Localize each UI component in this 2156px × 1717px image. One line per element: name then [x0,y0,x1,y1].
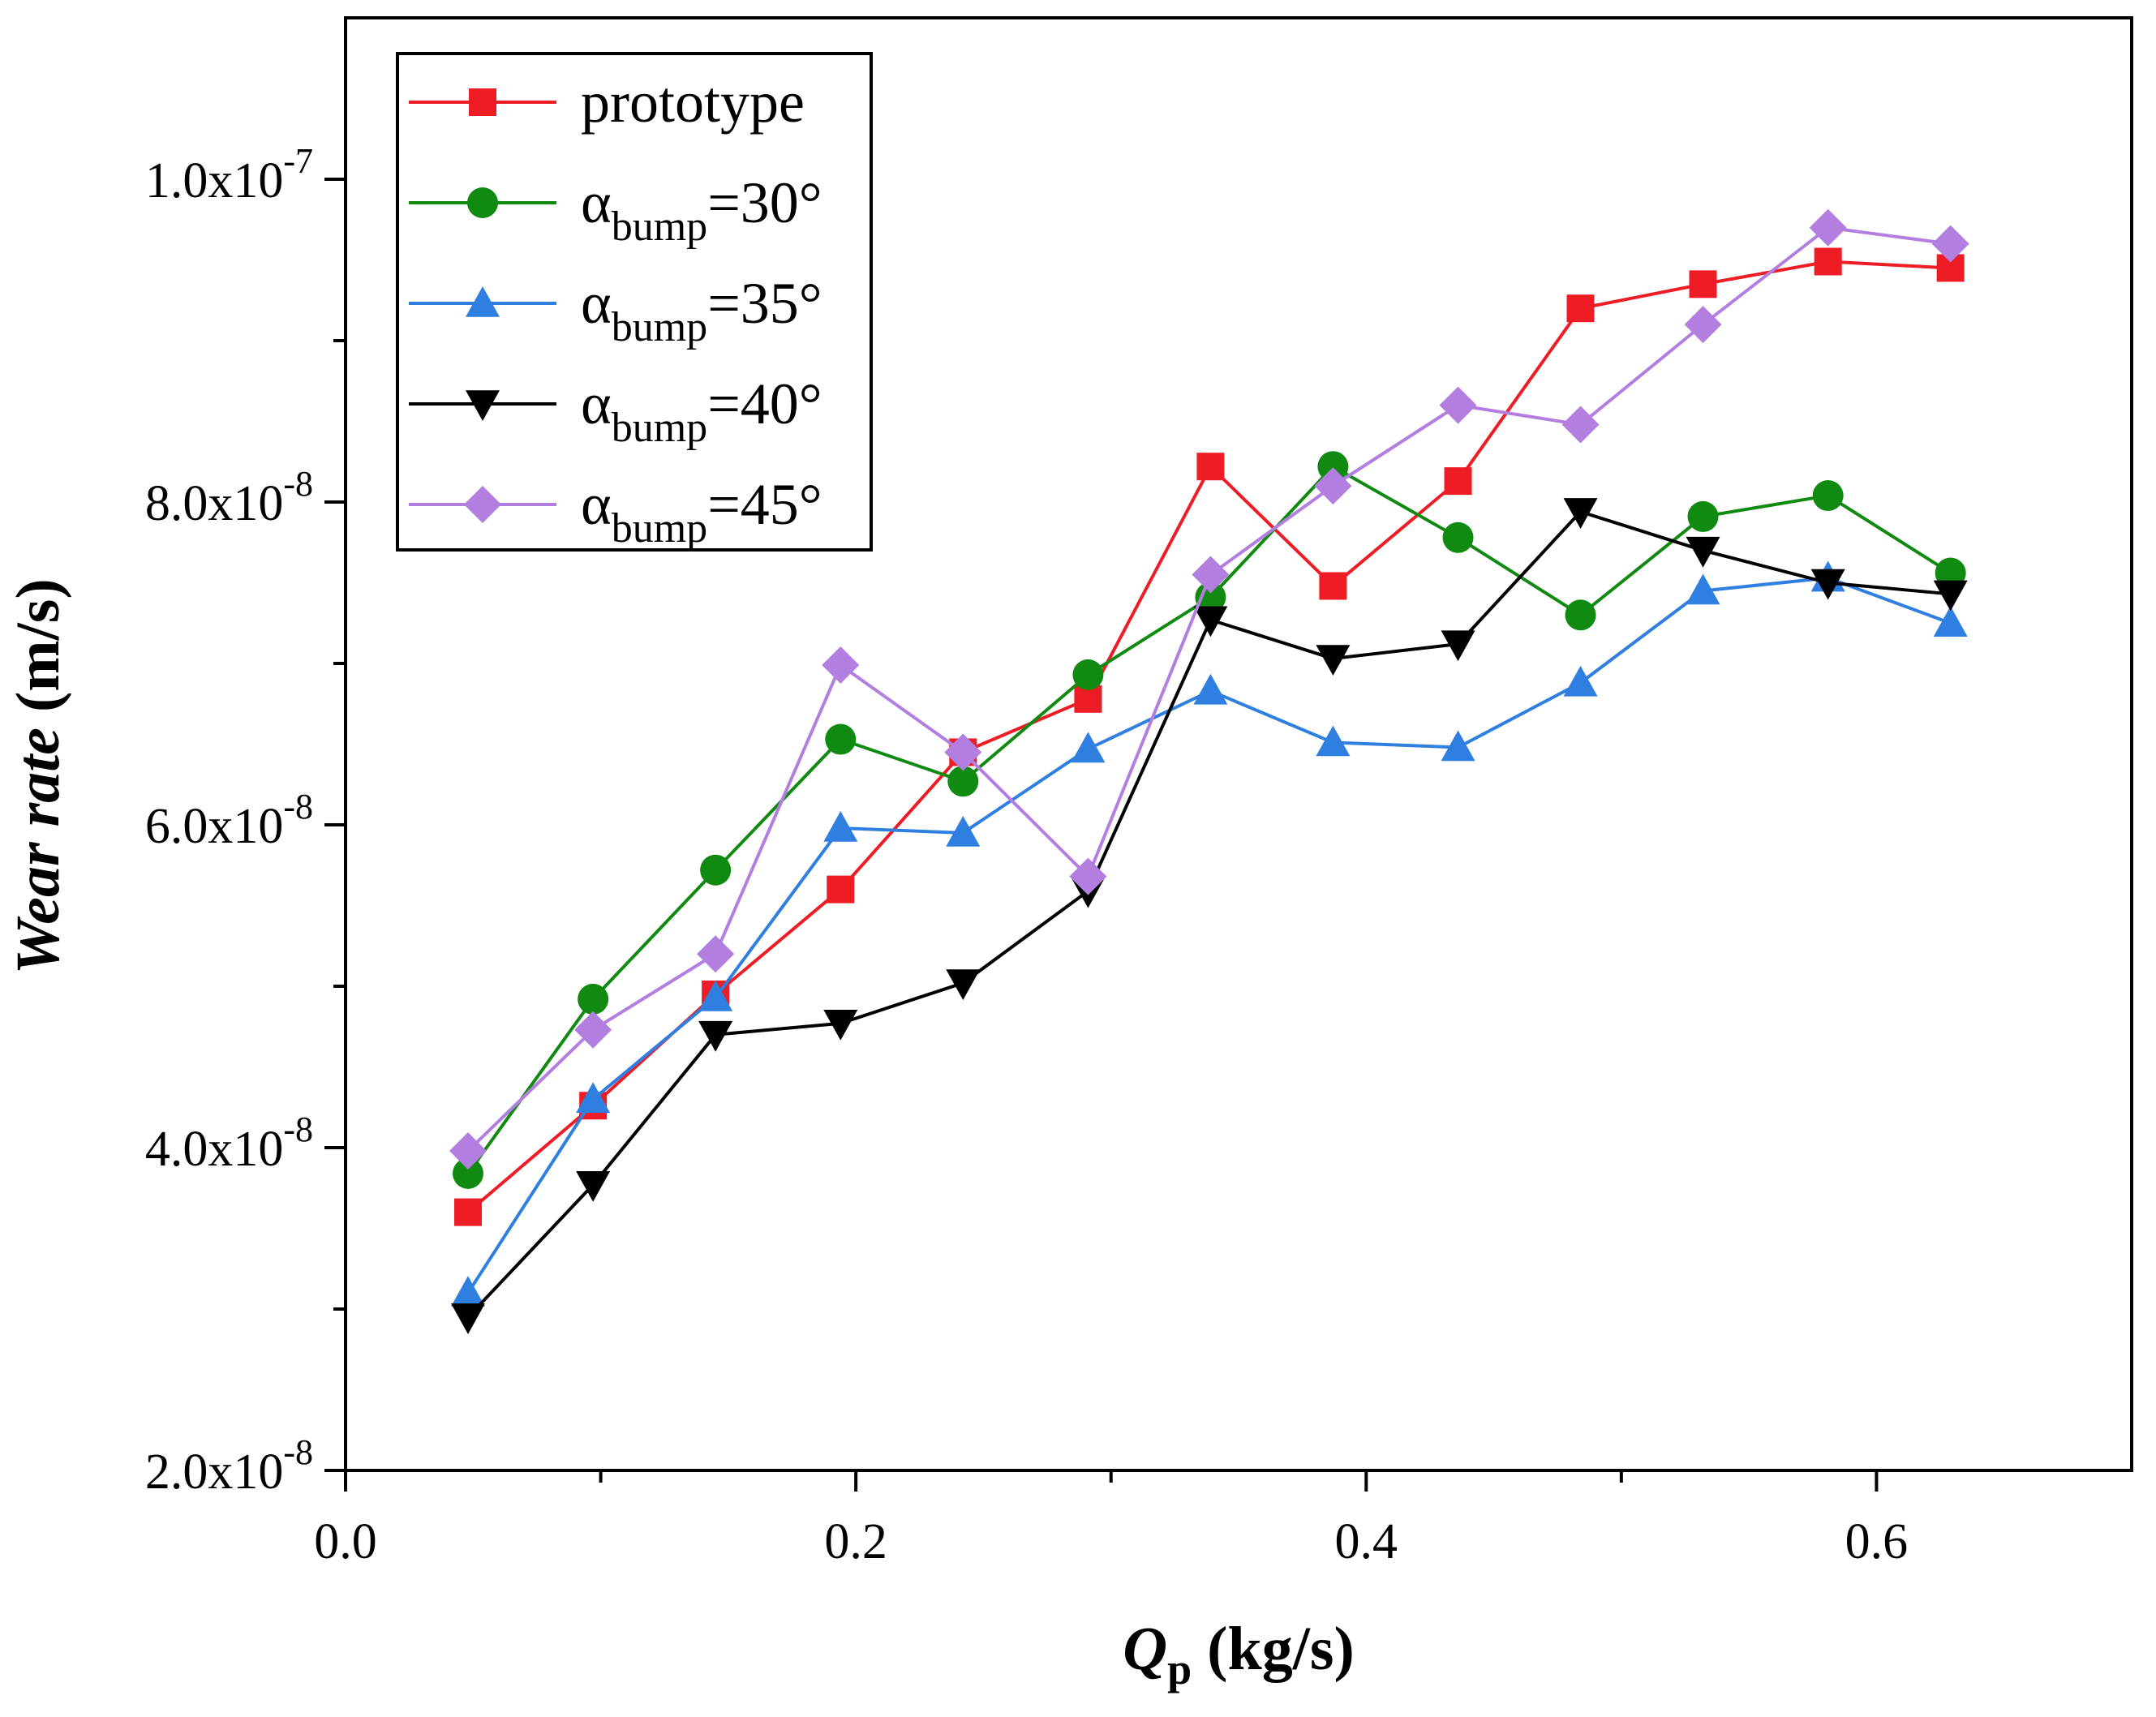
series-4-point-11 [1809,208,1847,247]
ticks-layer: 0.0 0.2 0.4 0.6 2.0x10-8 4.0x10-8 6.0x10-8 8.0x… [145,141,1908,1569]
series-4-point-0 [449,1131,487,1170]
x-axis-title: Qp (kg/s) [1123,1615,1355,1693]
series-4-point-8 [1439,386,1477,424]
legend-marker-4 [464,486,501,523]
x-axis-title-main: Q [1123,1615,1167,1683]
series-2 [450,560,1968,1307]
legend-item-4: αbump=45° [409,472,822,552]
series-3-point-10 [1686,536,1720,568]
y-tick-label-1: 4.0x10-8 [145,1110,313,1177]
series-4-point-9 [1561,406,1600,444]
x-tick-label-1: 0.2 [824,1514,887,1569]
legend-label-4: αbump=45° [581,472,822,552]
legend: prototype αbump=30° αbump=35° αbump=40° αbum… [396,52,873,552]
y-axis-title-unit: (m/s) [4,578,72,728]
series-0-point-0 [453,1198,482,1226]
series-4-point-4 [944,733,982,771]
series-1-point-11 [1812,480,1844,512]
series-2-point-7 [1316,725,1351,757]
legend-label-3: αbump=40° [581,371,822,451]
series-4-point-1 [574,1011,612,1049]
series-1-point-10 [1687,500,1719,532]
series-1-point-1 [578,983,609,1015]
x-axis-title-unit: (kg/s) [1192,1615,1355,1683]
legend-item-0: prototype [409,70,805,135]
series-0-point-10 [1689,270,1717,298]
legend-item-1: αbump=30° [409,170,822,250]
series-3-point-0 [450,1303,485,1334]
series-3-point-6 [1193,606,1228,637]
series-2-point-4 [946,815,981,847]
series-layer [449,208,1969,1334]
series-3-point-2 [698,1020,733,1052]
series-3-point-11 [1810,569,1845,600]
series-2-point-2 [698,980,733,1011]
series-1-point-5 [1072,659,1104,690]
series-4-point-10 [1684,306,1722,344]
series-2-point-8 [1441,730,1475,762]
series-3-point-9 [1563,498,1598,529]
y-axis-title: Wear rate (m/s) [4,578,72,974]
x-tick-label-3: 0.6 [1845,1514,1909,1569]
series-2-point-3 [823,810,858,842]
series-1-point-7 [1317,451,1349,483]
series-3-point-7 [1316,645,1351,676]
series-1-point-9 [1565,599,1596,631]
series-4 [449,208,1969,1170]
series-4-point-6 [1192,556,1230,594]
y-tick-label-0: 2.0x10-8 [145,1432,313,1500]
legend-marker-0 [469,88,496,116]
x-tick-label-2: 0.4 [1335,1514,1398,1569]
series-0-point-6 [1196,453,1225,481]
series-4-point-5 [1069,857,1107,895]
series-4-point-2 [697,935,735,973]
legend-item-3: αbump=40° [409,371,822,451]
series-3 [450,498,1968,1334]
series-4-point-12 [1931,225,1969,263]
series-0-point-8 [1444,467,1472,496]
series-3-point-4 [946,969,981,1001]
series-2-point-6 [1193,673,1228,705]
legend-label-0: prototype [581,70,805,135]
series-2-point-10 [1686,573,1720,605]
series-1-point-2 [700,854,732,886]
series-4-point-3 [822,646,860,684]
series-1-point-0 [452,1157,483,1189]
legend-marker-2 [466,286,500,317]
series-3-point-8 [1441,630,1475,662]
legend-label-1: αbump=30° [581,170,822,250]
series-2-point-9 [1563,665,1598,697]
series-1-point-3 [825,723,857,755]
x-tick-label-0: 0.0 [314,1514,377,1569]
series-3-point-1 [576,1170,611,1202]
series-2-point-1 [576,1082,611,1114]
x-axis-title-sub: p [1167,1645,1192,1693]
series-1-point-4 [947,766,979,797]
legend-marker-1 [467,187,498,218]
y-tick-label-4: 1.0x10-7 [145,141,313,208]
legend-item-2: αbump=35° [409,271,822,350]
series-3-point-12 [1933,580,1968,612]
plot-frame [344,16,2133,1472]
series-0-point-7 [1319,572,1347,600]
series-0-point-9 [1566,294,1595,323]
series-2-point-0 [450,1276,485,1307]
series-4-point-7 [1314,467,1352,505]
y-tick-label-2: 6.0x10-8 [145,787,313,854]
series-2-point-12 [1933,606,1968,637]
series-0-point-3 [827,875,855,904]
y-tick-label-3: 8.0x10-8 [145,464,313,531]
legend-marker-3 [466,390,500,421]
series-2-point-5 [1071,732,1106,763]
y-axis-title-main: Wear rate [4,728,72,975]
series-1-point-8 [1442,522,1474,553]
series-3-point-3 [823,1009,858,1041]
series-0-point-11 [1814,247,1842,276]
legend-label-2: αbump=35° [581,271,822,350]
